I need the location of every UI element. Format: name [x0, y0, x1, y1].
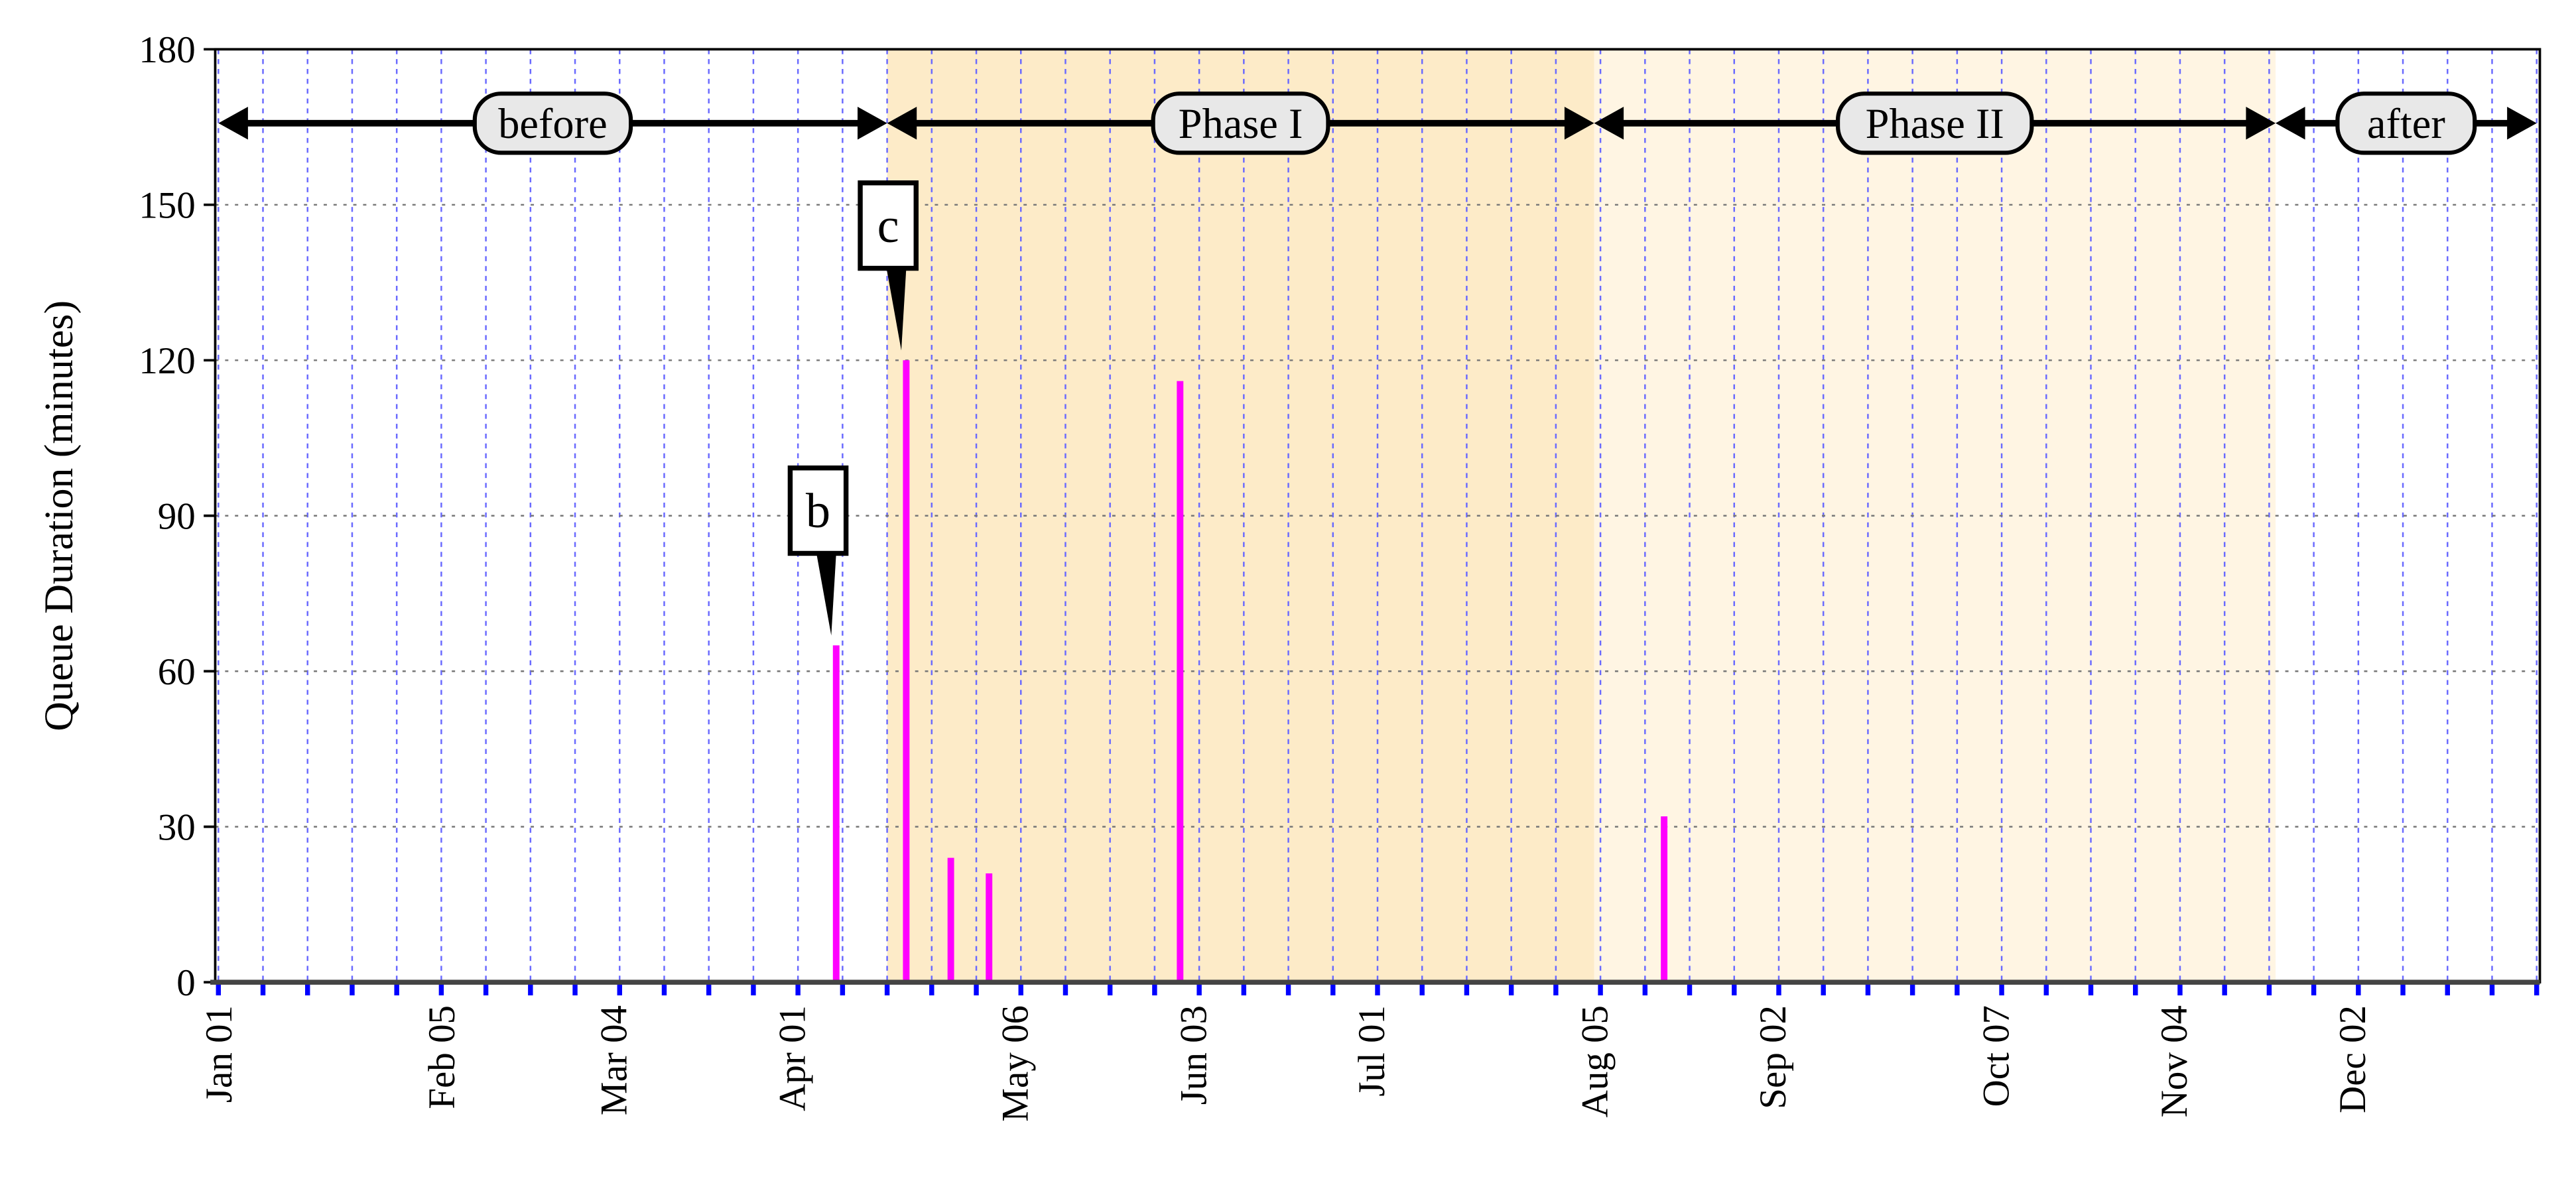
x-tick-label: Dec 02: [2332, 1005, 2374, 1113]
callout-box: [858, 180, 919, 271]
y-tick-label: 60: [158, 651, 196, 693]
arrow-head-left: [1594, 107, 1624, 140]
callout-pointer: [886, 268, 907, 351]
x-tick-label: Jul 01: [1351, 1005, 1393, 1097]
y-tick-label: 150: [139, 185, 195, 227]
y-axis-label: Queue Duration (minutes): [36, 300, 82, 731]
phase-label-box: [1151, 92, 1330, 155]
phase-label-box: [2335, 92, 2477, 155]
callout-c: c: [858, 180, 919, 351]
x-tick-label: Jun 03: [1173, 1005, 1214, 1105]
arrow-head-left: [887, 107, 917, 140]
x-tick-label: Sep 02: [1752, 1005, 1794, 1109]
arrow-head-right: [857, 107, 887, 140]
arrow-head-right: [2507, 107, 2537, 140]
phase-label: after: [2367, 100, 2445, 147]
x-tick-label: Jan 01: [198, 1005, 240, 1103]
callout-label: b: [806, 484, 830, 538]
phase-arrows: before Phase I Phase II after: [218, 92, 2537, 155]
x-tick-label: Nov 04: [2154, 1005, 2195, 1117]
phase-label: Phase II: [1866, 100, 2004, 147]
x-tick-label: Apr 01: [771, 1005, 813, 1111]
phase-label: before: [498, 100, 607, 147]
arrow-head-left: [218, 107, 248, 140]
y-tick-label: 90: [158, 496, 196, 538]
phase-shade: [1594, 49, 2276, 983]
x-tick-label: Aug 05: [1574, 1005, 1616, 1117]
x-tick-label: Mar 04: [593, 1005, 635, 1115]
y-tick-label: 30: [158, 807, 196, 849]
x-tick-label: Oct 07: [1975, 1005, 2017, 1107]
phase-label-box: [1835, 92, 2034, 155]
arrow-head-right: [2246, 107, 2276, 140]
annotations: bc: [787, 180, 919, 636]
callout-pointer: [816, 553, 836, 636]
bars: [832, 360, 1668, 983]
arrow-head-right: [1564, 107, 1594, 140]
axes: 0 30 60 90 120 150 180 Jan 01 Feb 05 Mar 04 Apr 01…: [139, 29, 2542, 1122]
y-tick-label: 0: [176, 962, 195, 1004]
grid-lines: [215, 49, 2540, 983]
phase-label-box: [472, 92, 633, 155]
x-tick-label: Feb 05: [421, 1005, 463, 1109]
callout-label: c: [877, 199, 899, 253]
x-tick-label: May 06: [994, 1005, 1036, 1122]
y-tick-label: 120: [139, 340, 195, 382]
callout-b: b: [787, 465, 849, 636]
y-tick-label: 180: [139, 29, 195, 71]
callout-box: [787, 465, 849, 556]
phase-label: Phase I: [1179, 100, 1303, 147]
arrow-head-left: [2275, 107, 2305, 140]
